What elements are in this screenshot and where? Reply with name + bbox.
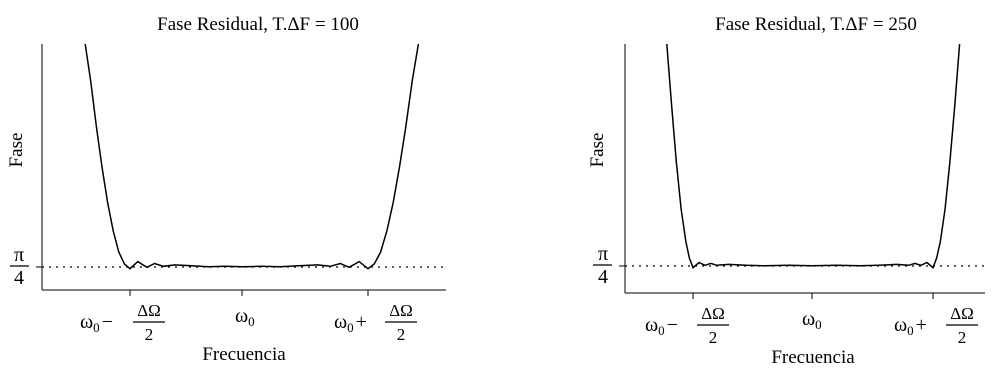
chart-2: Fase Residual, T.ΔF = 250 Fase Frecuenci… [587,14,985,368]
chart-2-x-tick-plus-base: ω0 + [894,314,927,338]
chart-1-x-tick-label-minus: ω0− ΔΩ 2 [80,301,165,344]
chart-2-x-tick-label-minus: ω0− ΔΩ 2 [645,304,729,347]
chart-1-x-tick-label-center: ω0 [235,305,255,329]
chart-1: Fase Residual, T.ΔF = 100 Fase Frecuenci… [6,14,446,365]
chart-2-x-tick-minus-base: ω0− [645,314,678,338]
chart-1-x-tick-minus-den: 2 [145,325,154,344]
chart-2-x-tick-plus-num: ΔΩ [950,304,974,323]
chart-2-title: Fase Residual, T.ΔF = 250 [715,14,917,35]
chart-2-y-tick-label: π 4 [593,243,612,288]
chart-1-series-line [84,43,420,270]
chart-2-x-tick-minus-num: ΔΩ [701,304,725,323]
chart-1-x-tick-plus-num: ΔΩ [389,301,413,320]
chart-2-y-tick-num: π [598,243,608,265]
chart-1-ylabel: Fase [6,133,27,168]
chart-2-series-line [666,43,961,269]
chart-2-x-tick-label-plus: ω0 + ΔΩ 2 [894,304,978,347]
chart-1-y-tick-label: π 4 [10,244,29,289]
chart-1-x-tick-minus-num: ΔΩ [137,301,161,320]
chart-2-y-tick-den: 4 [598,266,608,288]
chart-1-xlabel: Frecuencia [202,344,286,365]
chart-2-x-tick-minus-den: 2 [709,328,718,347]
chart-2-x-tick-center-base: ω0 [802,308,822,332]
chart-2-x-tick-label-center: ω0 [802,308,822,332]
chart-1-x-tick-center-base: ω0 [235,305,255,329]
chart-1-title: Fase Residual, T.ΔF = 100 [157,14,359,35]
chart-2-x-tick-plus-den: 2 [958,328,967,347]
chart-1-x-tick-label-plus: ω0 + ΔΩ 2 [334,301,417,344]
chart-1-x-tick-minus-base: ω0− [80,311,113,335]
chart-1-x-tick-plus-den: 2 [397,325,406,344]
chart-2-xlabel: Frecuencia [771,347,855,368]
chart-1-y-tick-den: 4 [14,267,24,289]
chart-2-ylabel: Fase [587,133,608,168]
chart-1-x-tick-plus-base: ω0 + [334,311,367,335]
chart-1-y-tick-num: π [14,244,24,266]
